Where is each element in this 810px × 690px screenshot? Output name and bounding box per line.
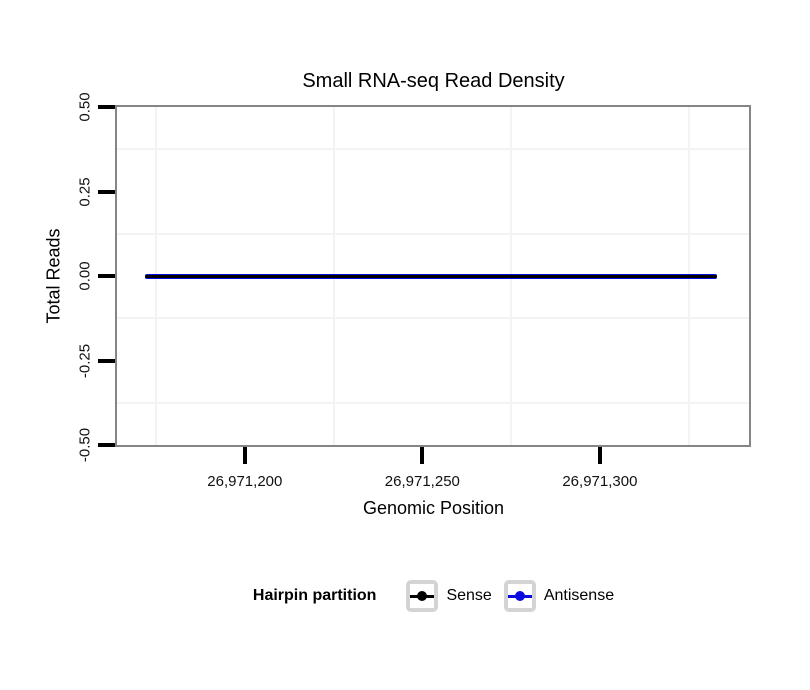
panel-border	[115, 105, 751, 447]
legend: Hairpin partition Sense Antisense	[117, 580, 750, 612]
legend-item-antisense: Antisense	[503, 580, 615, 612]
y-axis-title: Total Reads	[43, 228, 64, 324]
series-line-sense	[145, 274, 718, 278]
y-axis-tick	[98, 358, 115, 363]
y-axis-tick-label: 0.25	[76, 176, 94, 207]
minor-gridline-horizontal	[117, 317, 749, 320]
y-axis-tick	[98, 189, 115, 194]
y-axis-tick-label: 0.50	[76, 92, 94, 122]
sense-point-icon	[417, 591, 428, 601]
legend-title: Hairpin partition	[252, 587, 377, 604]
x-axis-tick-label: 26,971,250	[384, 473, 460, 490]
legend-key-sense	[406, 580, 439, 612]
chart-title: Small RNA-seq Read Density	[302, 70, 565, 92]
x-axis-tick	[242, 447, 247, 464]
y-axis-tick-label: -0.25	[76, 343, 94, 378]
x-axis-tick	[420, 447, 425, 464]
y-axis-tick	[98, 105, 115, 109]
legend-item-sense: Sense	[406, 580, 492, 612]
legend-key-antisense	[503, 580, 536, 612]
x-axis-tick	[597, 447, 602, 464]
legend-label-antisense: Antisense	[543, 587, 615, 604]
minor-gridline-horizontal	[117, 401, 749, 404]
y-axis-tick	[98, 274, 115, 278]
antisense-point-icon	[514, 591, 525, 601]
y-axis-tick-label: 0.00	[76, 261, 94, 291]
minor-gridline-horizontal	[117, 232, 749, 235]
legend-label-sense: Sense	[446, 587, 492, 604]
x-axis-tick-label: 26,971,300	[562, 473, 638, 490]
y-axis-tick-label: -0.50	[76, 427, 94, 463]
x-axis-tick-label: 26,971,200	[207, 473, 283, 490]
x-axis-title: Genomic Position	[362, 498, 505, 518]
plot-panel	[117, 107, 749, 445]
y-axis-tick	[98, 443, 115, 447]
minor-gridline-horizontal	[117, 148, 749, 151]
